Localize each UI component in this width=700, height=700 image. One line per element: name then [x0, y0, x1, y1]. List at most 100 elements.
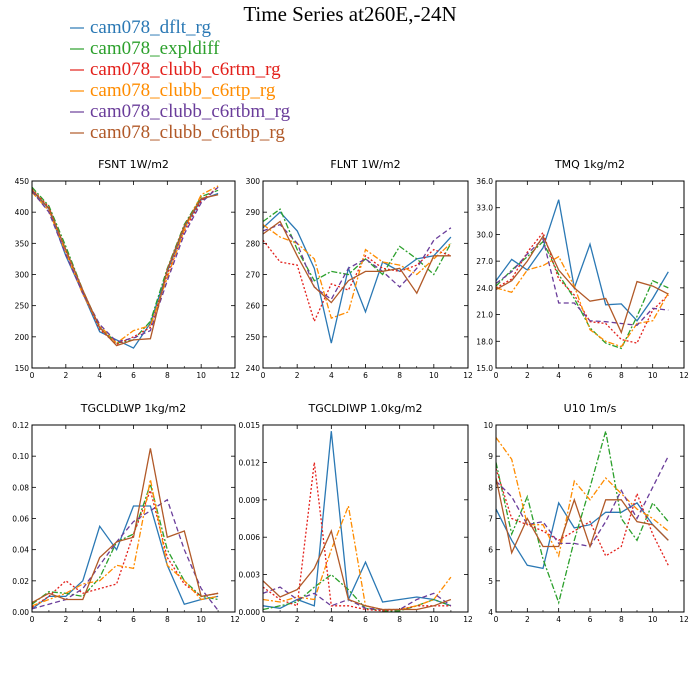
plot-frame — [262, 424, 469, 613]
legend-item: cam078_clubb_c6rtbp_rg — [70, 122, 285, 143]
legend-label: cam078_clubb_c6rtm_rg — [90, 59, 281, 80]
y-tick-label: 27.0 — [476, 257, 493, 266]
x-tick-label: 8 — [165, 371, 170, 380]
y-tick-label: 33.0 — [476, 204, 493, 213]
series-line — [263, 529, 452, 611]
y-tick-label: 30.0 — [476, 230, 493, 239]
series-line — [263, 431, 452, 609]
series-line — [32, 488, 219, 608]
chart-panel: TGCLDLWP 1kg/m2 0 2 4 6 8 10 12 0.00 0.02 0.04 0.06… — [12, 402, 240, 624]
x-tick-label: 8 — [619, 371, 624, 380]
y-tick-label: 24.0 — [476, 284, 493, 293]
series-line — [496, 477, 669, 555]
y-tick-label: 36.0 — [476, 177, 493, 186]
chart-panel: TMQ 1kg/m2 0 2 4 6 8 10 12 15.0 18.0 21.0 24.0 27.0 3… — [476, 158, 689, 380]
x-tick-label: 12 — [679, 371, 689, 380]
x-tick-label: 4 — [329, 615, 334, 624]
chart-panel: U10 1m/s 0 2 4 6 8 10 12 4 5 6 7 8 9 10 — [483, 402, 689, 624]
x-tick-label: 8 — [619, 615, 624, 624]
x-tick-label: 8 — [397, 371, 402, 380]
series-line — [263, 503, 452, 611]
y-tick-label: 200 — [15, 333, 30, 342]
y-tick-label: 6 — [488, 546, 493, 555]
y-tick-label: 0.000 — [239, 608, 261, 617]
x-tick-label: 0 — [494, 615, 499, 624]
series-line — [263, 211, 452, 344]
x-tick-label: 0 — [261, 371, 266, 380]
y-tick-label: 260 — [246, 302, 261, 311]
y-tick-label: 7 — [488, 515, 493, 524]
y-tick-label: 250 — [15, 302, 30, 311]
x-tick-label: 8 — [397, 615, 402, 624]
x-tick-label: 4 — [556, 615, 561, 624]
x-tick-label: 2 — [295, 615, 300, 624]
legend: cam078_dflt_rgcam078_expldiffcam078_club… — [70, 17, 291, 143]
y-tick-label: 0.012 — [239, 458, 261, 467]
legend-label: cam078_clubb_c6rtp_rg — [90, 80, 276, 101]
x-tick-label: 4 — [97, 371, 102, 380]
x-tick-label: 12 — [230, 371, 240, 380]
x-tick-label: 0 — [261, 615, 266, 624]
x-tick-label: 2 — [63, 371, 68, 380]
y-tick-label: 15.0 — [476, 364, 493, 373]
x-tick-label: 10 — [429, 371, 439, 380]
x-tick-label: 2 — [63, 615, 68, 624]
legend-label: cam078_clubb_c6rtbm_rg — [90, 101, 291, 122]
panel-title: TMQ 1kg/m2 — [554, 158, 625, 171]
y-tick-label: 0.06 — [12, 515, 29, 524]
series-line — [32, 189, 219, 347]
x-tick-label: 12 — [230, 615, 240, 624]
series-line — [32, 185, 219, 344]
x-tick-label: 4 — [556, 371, 561, 380]
x-tick-label: 8 — [165, 615, 170, 624]
x-tick-label: 10 — [648, 615, 658, 624]
y-tick-label: 0.08 — [12, 483, 29, 492]
y-tick-label: 0.003 — [239, 571, 261, 580]
series-line — [32, 448, 219, 604]
series-line — [263, 223, 452, 301]
y-tick-label: 150 — [15, 364, 30, 373]
series-line — [496, 455, 669, 548]
x-tick-label: 4 — [97, 615, 102, 624]
y-tick-label: 0.006 — [239, 533, 261, 542]
series-line — [32, 479, 219, 607]
x-tick-label: 10 — [196, 615, 206, 624]
y-tick-label: 5 — [488, 577, 493, 586]
series-line — [263, 224, 452, 319]
plot-frame — [31, 424, 236, 613]
y-tick-label: 0.10 — [12, 452, 29, 461]
x-tick-label: 0 — [30, 371, 35, 380]
y-tick-label: 0.02 — [12, 577, 29, 586]
plot-frame — [262, 180, 469, 369]
series-line — [32, 505, 219, 610]
chart-panel: TGCLDIWP 1.0kg/m2 0 2 4 6 8 10 12 0.000 0.003 0.00… — [239, 402, 473, 624]
plot-frame — [495, 180, 685, 369]
series-line — [32, 481, 219, 605]
series-line — [496, 468, 669, 566]
plot-frame — [31, 180, 236, 369]
plot-frame — [495, 424, 685, 613]
y-tick-label: 0.009 — [239, 496, 261, 505]
series-line — [32, 186, 219, 344]
y-tick-label: 4 — [488, 608, 493, 617]
x-tick-label: 6 — [588, 371, 593, 380]
y-tick-label: 350 — [15, 239, 30, 248]
legend-label: cam078_expldiff — [90, 38, 220, 59]
series-line — [496, 255, 669, 348]
y-tick-label: 400 — [15, 208, 30, 217]
series-line — [263, 586, 452, 611]
x-tick-label: 6 — [131, 615, 136, 624]
legend-item: cam078_clubb_c6rtm_rg — [70, 59, 281, 80]
x-tick-label: 12 — [463, 371, 473, 380]
x-tick-label: 6 — [363, 371, 368, 380]
y-tick-label: 8 — [488, 483, 493, 492]
y-tick-label: 10 — [483, 421, 493, 430]
x-tick-label: 12 — [679, 615, 689, 624]
x-tick-label: 2 — [525, 371, 530, 380]
series-line — [496, 431, 669, 605]
series-line — [496, 501, 669, 570]
panel-title: FLNT 1W/m2 — [330, 158, 400, 171]
y-tick-label: 290 — [246, 208, 261, 217]
legend-item: cam078_clubb_c6rtp_rg — [70, 80, 276, 101]
